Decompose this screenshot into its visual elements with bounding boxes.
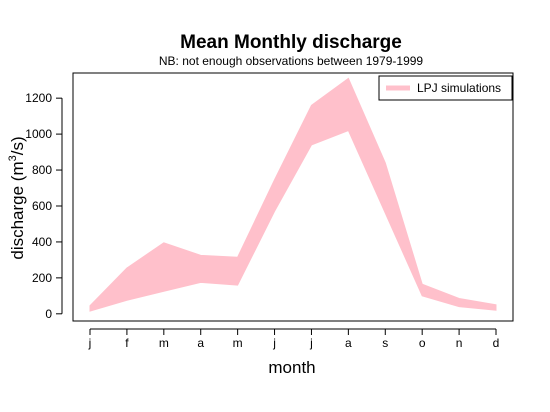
y-tick-label: 200 xyxy=(32,271,52,285)
chart-subtitle: NB: not enough observations between 1979… xyxy=(159,54,424,68)
x-tick-label: s xyxy=(382,336,388,350)
chart-title: Mean Monthly discharge xyxy=(180,32,402,53)
y-axis: 0 200 400 600 800 1000 1200 xyxy=(25,91,63,321)
y-tick-label: 800 xyxy=(32,163,52,177)
y-tick-label: 0 xyxy=(45,307,52,321)
y-axis-title-tail: /s) xyxy=(8,136,27,155)
y-axis-title-main: discharge (m xyxy=(8,161,27,259)
x-tick-label: n xyxy=(456,336,463,350)
x-tick-label: a xyxy=(197,336,204,350)
x-tick-label: o xyxy=(419,336,426,350)
x-axis-title: month xyxy=(268,358,315,377)
y-tick-label: 1200 xyxy=(25,91,52,105)
y-tick-label: 1000 xyxy=(25,127,52,141)
series-band-lpj-simulations xyxy=(89,77,497,312)
y-tick-label: 600 xyxy=(32,199,52,213)
x-tick-label: j xyxy=(309,336,313,350)
y-tick-label: 400 xyxy=(32,235,52,249)
legend-label: LPJ simulations xyxy=(417,81,501,95)
legend: LPJ simulations xyxy=(378,75,513,101)
x-tick-label: a xyxy=(345,336,352,350)
plot-area xyxy=(89,77,497,312)
x-tick-label: j xyxy=(272,336,276,350)
y-axis-title: discharge (m3/s) xyxy=(7,136,27,259)
plot-frame xyxy=(72,72,514,322)
x-tick-label: j xyxy=(88,336,92,350)
x-tick-label: d xyxy=(493,336,500,350)
x-tick-label: f xyxy=(125,336,129,350)
x-tick-label: m xyxy=(159,336,169,350)
x-tick-label: m xyxy=(233,336,243,350)
y-axis-title-superscript: 3 xyxy=(7,155,19,161)
